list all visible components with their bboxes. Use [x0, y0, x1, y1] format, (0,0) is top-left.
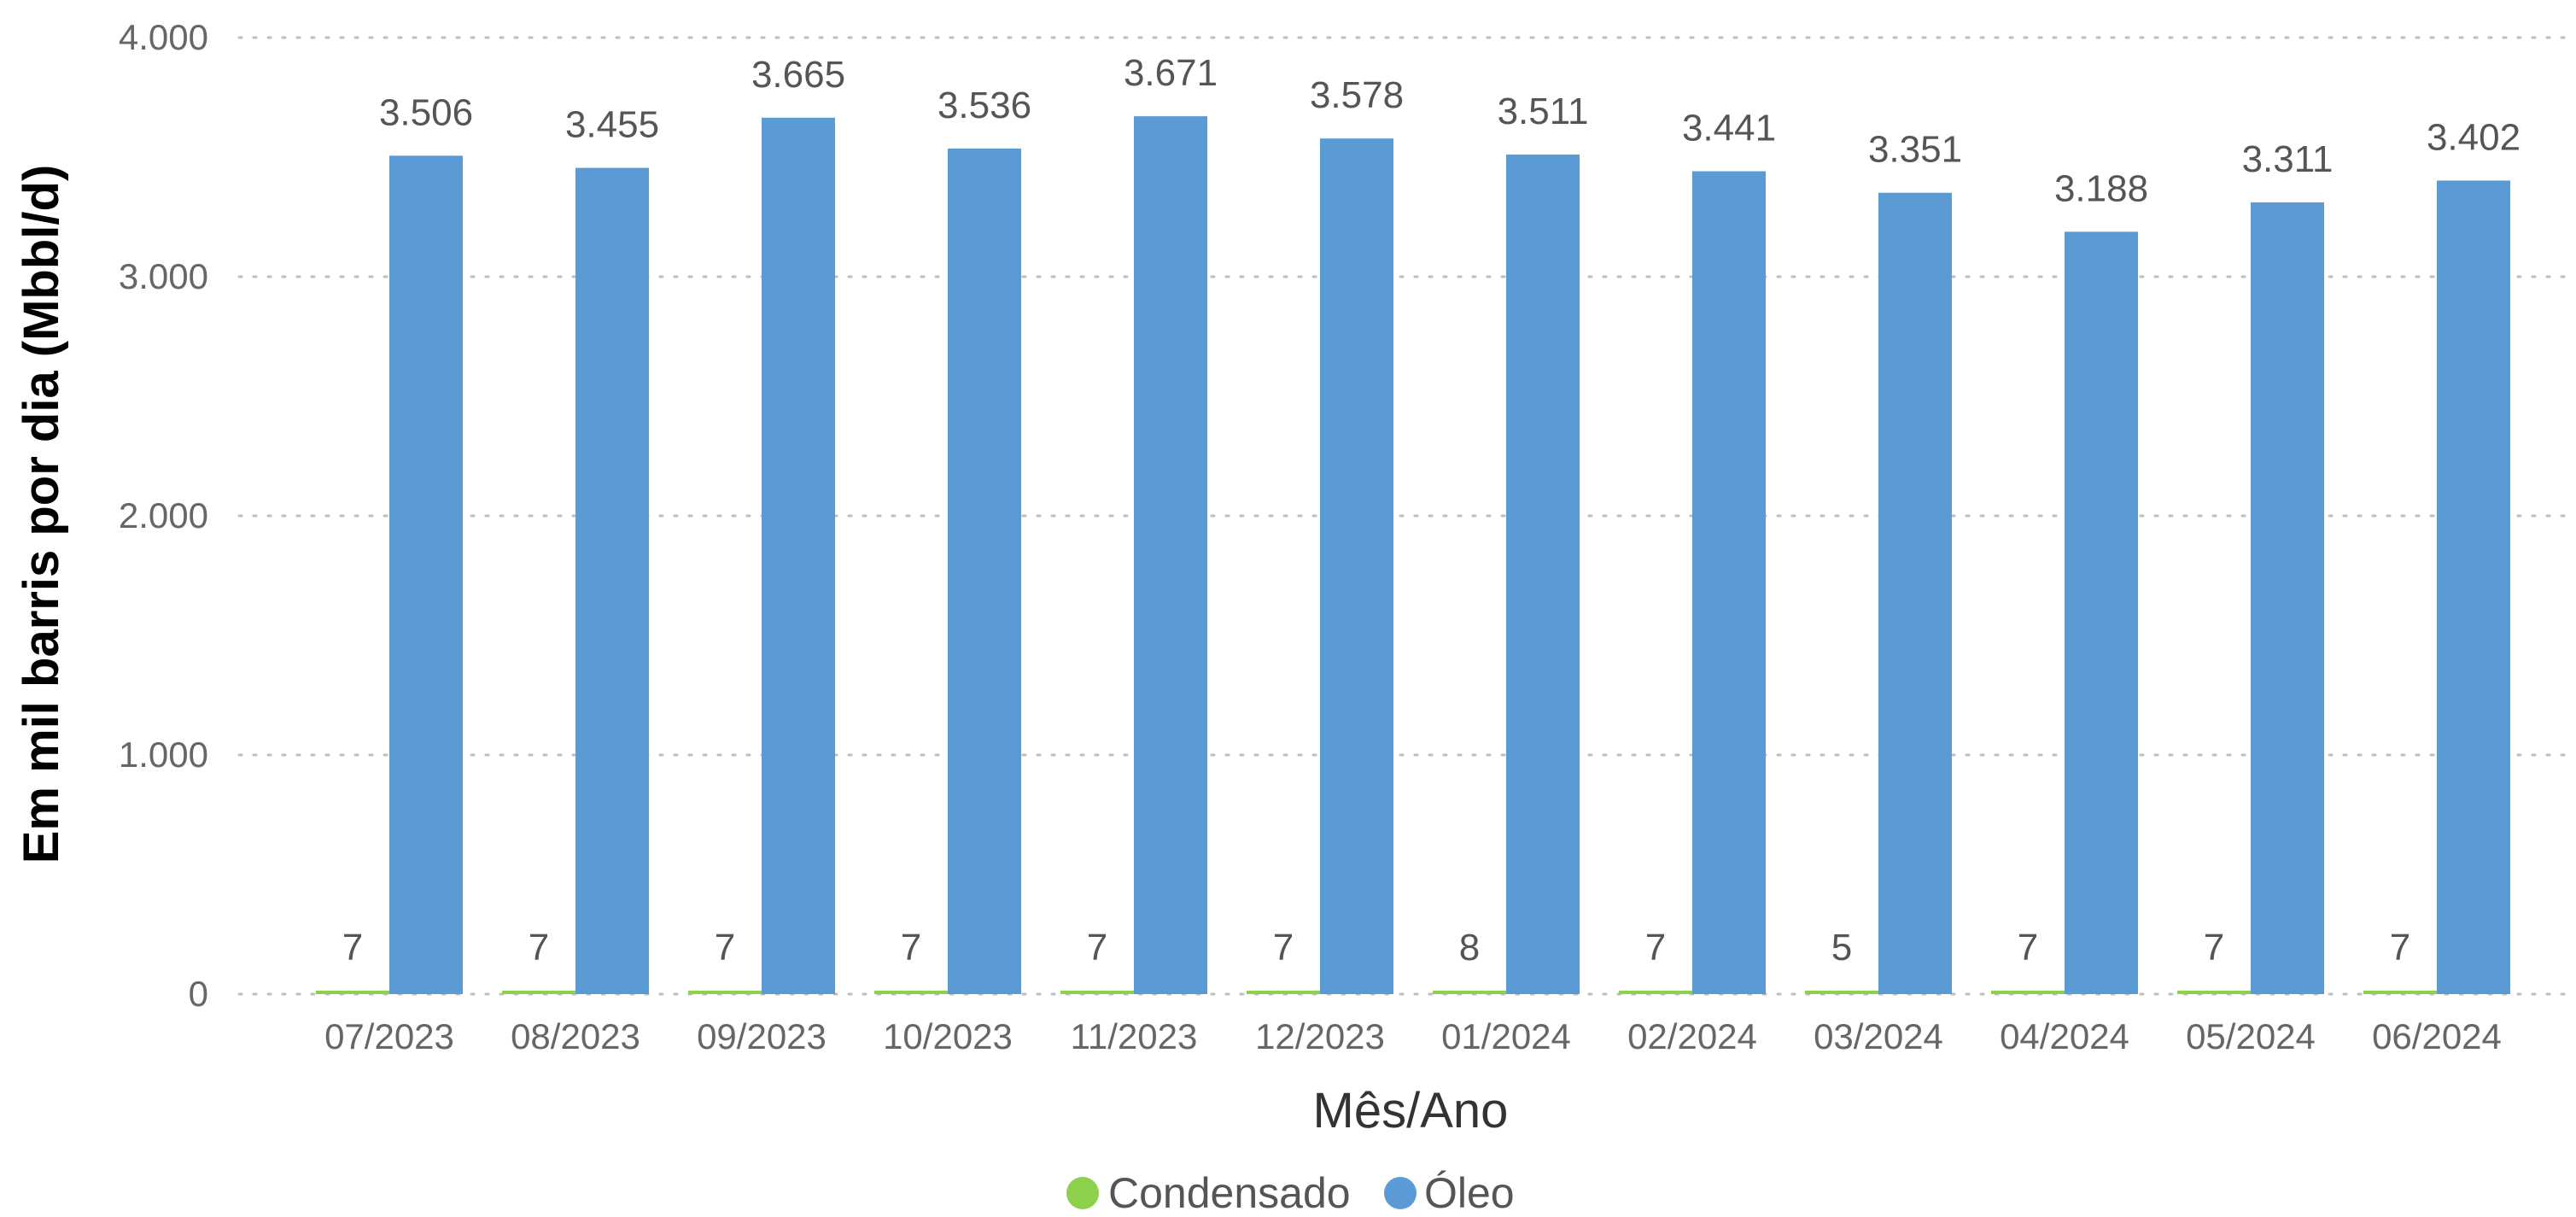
- bar-condensado[interactable]: [1247, 991, 1320, 994]
- data-label: 3.671: [1124, 52, 1218, 94]
- data-label: 3.188: [2054, 167, 2148, 209]
- legend-item-oleo[interactable]: Óleo: [1384, 1169, 1515, 1217]
- legend-item-condensado[interactable]: Condensado: [1066, 1169, 1351, 1217]
- bar-condensado[interactable]: [1805, 991, 1878, 994]
- x-tick-label: 01/2024: [1441, 1016, 1571, 1056]
- data-label: 3.511: [1498, 91, 1589, 132]
- x-tick-label: 08/2023: [511, 1016, 640, 1056]
- legend-label: Óleo: [1424, 1169, 1515, 1213]
- bar-condensado[interactable]: [2363, 991, 2437, 994]
- x-tick-label: 02/2024: [1627, 1016, 1757, 1056]
- x-tick-label: 03/2024: [1814, 1016, 1943, 1056]
- bar-oleo[interactable]: [2251, 202, 2324, 995]
- bar-condensado[interactable]: [316, 991, 389, 994]
- bar-condensado[interactable]: [1619, 991, 1692, 994]
- y-tick-label: 1.000: [119, 734, 208, 775]
- y-tick-label: 3.000: [119, 256, 208, 296]
- x-tick-label: 11/2023: [1071, 1016, 1198, 1056]
- bar-oleo[interactable]: [1878, 192, 1952, 995]
- data-label: 3.536: [938, 85, 1031, 126]
- data-label: 3.311: [2242, 138, 2334, 180]
- data-label: 3.578: [1310, 74, 1404, 116]
- data-label: 7: [1087, 927, 1107, 968]
- data-label: 3.351: [1868, 129, 1962, 171]
- bar-condensado[interactable]: [502, 991, 575, 994]
- x-tick-label: 06/2024: [2372, 1016, 2502, 1056]
- bar-condensado[interactable]: [874, 991, 948, 994]
- data-label: 7: [342, 927, 363, 968]
- data-labels: 7 3.506 7 3.455 7 3.665 7 3.536 7 3.671 7 3.578 8 3.5…: [342, 52, 2521, 968]
- bars: [316, 116, 2510, 995]
- bar-condensado[interactable]: [1991, 991, 2065, 994]
- x-tick-label: 12/2023: [1255, 1016, 1385, 1056]
- x-tick-label: 05/2024: [2186, 1016, 2316, 1056]
- data-label: 8: [1459, 927, 1480, 968]
- data-label: 3.441: [1682, 108, 1776, 149]
- data-label: 7: [2390, 927, 2410, 968]
- data-label: 7: [901, 927, 921, 968]
- bar-condensado[interactable]: [1060, 991, 1134, 994]
- y-tick-label: 2.000: [119, 495, 208, 535]
- y-tick-label: 0: [189, 974, 208, 1014]
- bar-oleo[interactable]: [389, 155, 463, 994]
- x-tick-label: 04/2024: [2000, 1016, 2129, 1056]
- bar-oleo[interactable]: [762, 117, 835, 994]
- legend-swatch: [1066, 1177, 1099, 1209]
- bar-condensado[interactable]: [1433, 991, 1506, 994]
- x-tick-label: 09/2023: [697, 1016, 827, 1056]
- bar-oleo[interactable]: [1320, 138, 1393, 994]
- data-label: 7: [529, 927, 549, 968]
- y-axis-ticks: 0 1.000 2.000 3.000 4.000: [119, 17, 208, 1014]
- legend[interactable]: Condensado Óleo: [1066, 1169, 1515, 1217]
- data-label: 3.665: [751, 54, 845, 96]
- bar-oleo[interactable]: [1692, 171, 1766, 994]
- x-axis-title: Mês/Ano: [1313, 1083, 1509, 1138]
- bar-oleo[interactable]: [575, 167, 649, 995]
- x-axis-ticks: 07/2023 08/2023 09/2023 10/2023 11/2023 12/20…: [324, 1016, 2502, 1056]
- x-tick-label: 07/2023: [324, 1016, 454, 1056]
- data-label: 7: [1273, 927, 1294, 968]
- bar-oleo[interactable]: [1134, 116, 1207, 994]
- legend-label: Condensado: [1108, 1169, 1351, 1213]
- y-axis-title: Em mil barris por dia (Mbbl/d): [14, 165, 69, 864]
- legend-swatch: [1384, 1177, 1417, 1209]
- data-label: 3.455: [565, 104, 659, 146]
- x-tick-label: 10/2023: [883, 1016, 1013, 1056]
- bar-oleo[interactable]: [1506, 154, 1580, 995]
- data-label: 7: [1645, 927, 1666, 968]
- data-label: 7: [715, 927, 735, 968]
- data-label: 3.402: [2427, 116, 2521, 158]
- y-tick-label: 4.000: [119, 17, 208, 57]
- data-label: 3.506: [379, 91, 473, 133]
- bar-condensado[interactable]: [2177, 991, 2251, 994]
- data-label: 5: [1831, 927, 1852, 968]
- data-label: 7: [2204, 927, 2224, 968]
- data-label: 7: [2018, 927, 2038, 968]
- bar-oleo[interactable]: [2437, 180, 2510, 994]
- bar-oleo[interactable]: [948, 148, 1021, 995]
- bar-condensado[interactable]: [688, 991, 762, 994]
- bar-oleo[interactable]: [2065, 231, 2138, 994]
